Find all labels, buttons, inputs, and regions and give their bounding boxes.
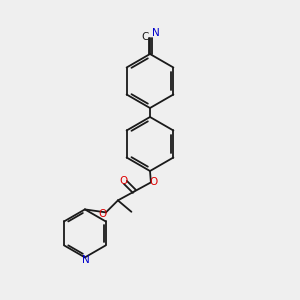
Text: O: O [149,177,158,188]
Text: N: N [152,28,160,38]
Text: N: N [82,255,89,265]
Text: C: C [141,32,148,42]
Text: O: O [98,209,106,219]
Text: O: O [119,176,127,186]
